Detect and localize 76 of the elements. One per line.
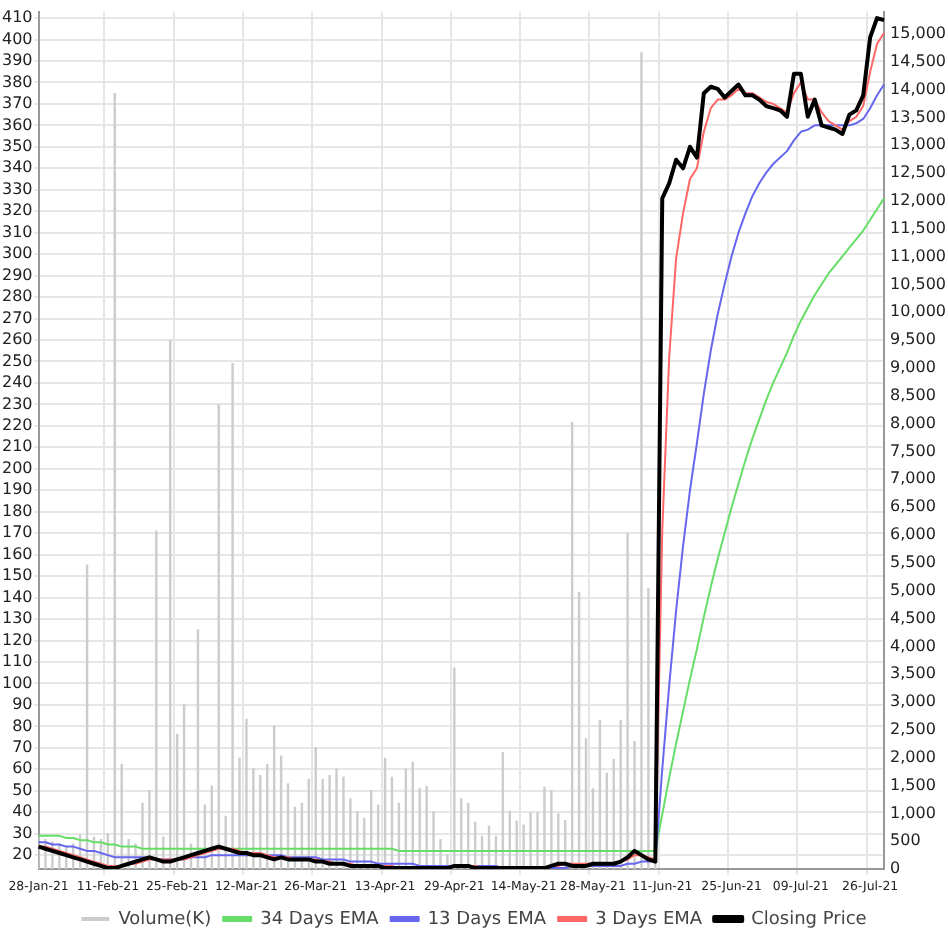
y2-tick-label: 14,500 xyxy=(890,51,947,70)
y-tick-label: 160 xyxy=(1,544,33,563)
y-tick-label: 220 xyxy=(1,416,33,435)
y-tick-label: 330 xyxy=(1,179,33,198)
y-tick-label: 350 xyxy=(1,136,33,155)
y2-tick-label: 3,500 xyxy=(890,664,936,683)
y-tick-label: 20 xyxy=(12,845,33,864)
y-tick-label: 130 xyxy=(1,609,33,628)
y2-tick-label: 3,000 xyxy=(890,692,936,711)
y-tick-label: 40 xyxy=(12,802,33,821)
y2-tick-label: 500 xyxy=(890,831,921,850)
y2-tick-label: 8,500 xyxy=(890,385,936,404)
y2-tick-label: 5,000 xyxy=(890,580,936,599)
y2-tick-label: 2,500 xyxy=(890,720,936,739)
y-tick-label: 100 xyxy=(1,673,33,692)
y2-tick-label: 11,500 xyxy=(890,218,947,237)
y-tick-label: 240 xyxy=(1,373,33,392)
y-tick-label: 380 xyxy=(1,72,33,91)
y-tick-label: 370 xyxy=(1,94,33,113)
y-tick-label: 140 xyxy=(1,587,33,606)
y-tick-label: 400 xyxy=(1,29,33,48)
y2-tick-label: 14,000 xyxy=(890,79,947,98)
legend-label: Closing Price xyxy=(751,909,868,930)
y2-tick-label: 12,000 xyxy=(890,191,947,210)
y-tick-label: 210 xyxy=(1,437,33,456)
y-tick-label: 170 xyxy=(1,523,33,542)
y2-tick-label: 12,500 xyxy=(890,163,947,182)
y-tick-label: 150 xyxy=(1,566,33,585)
y2-tick-label: 11,000 xyxy=(890,246,947,265)
y2-tick-label: 10,000 xyxy=(890,302,947,321)
y-tick-label: 300 xyxy=(1,244,33,263)
y-tick-label: 70 xyxy=(12,738,33,756)
y-tick-label: 280 xyxy=(1,287,33,306)
y2-tick-label: 13,000 xyxy=(890,135,947,154)
y-tick-label: 230 xyxy=(1,394,33,413)
y2-tick-label: 1,500 xyxy=(890,775,936,794)
y-tick-label: 360 xyxy=(1,115,33,134)
y-tick-label: 110 xyxy=(1,652,33,671)
legend-label: 13 Days EMA xyxy=(427,909,548,930)
y-tick-label: 180 xyxy=(1,501,33,520)
y-tick-label: 30 xyxy=(12,823,33,842)
y-tick-label: 390 xyxy=(1,51,33,70)
y-tick-label: 60 xyxy=(12,759,33,778)
y2-tick-label: 7,000 xyxy=(890,469,936,488)
y2-tick-label: 6,000 xyxy=(890,525,936,544)
y2-tick-label: 0 xyxy=(890,859,901,878)
legend-label: 34 Days EMA xyxy=(260,909,381,930)
y2-tick-label: 7,500 xyxy=(890,441,936,460)
y2-tick-label: 5,500 xyxy=(890,553,936,572)
y2-tick-label: 4,000 xyxy=(890,636,936,655)
y-tick-label: 50 xyxy=(12,780,33,799)
y2-tick-label: 13,500 xyxy=(890,107,947,126)
y2-tick-label: 6,500 xyxy=(890,497,936,516)
y2-tick-label: 9,000 xyxy=(890,358,936,377)
legend-label: 3 Days EMA xyxy=(595,909,704,930)
y2-tick-label: 15,000 xyxy=(890,24,947,43)
y-tick-label: 200 xyxy=(1,458,33,477)
y-tick-label: 310 xyxy=(1,222,33,241)
y-tick-label: 120 xyxy=(1,630,33,649)
y-tick-label: 80 xyxy=(12,716,33,735)
y-tick-label: 290 xyxy=(1,265,33,284)
y-tick-label: 90 xyxy=(12,695,33,714)
y2-tick-label: 4,500 xyxy=(890,608,936,627)
y-tick-label: 410 xyxy=(1,8,33,27)
y-tick-label: 270 xyxy=(1,308,33,327)
legend-label: Volume(K) xyxy=(118,909,212,930)
y2-tick-label: 8,000 xyxy=(890,413,936,432)
y-tick-label: 260 xyxy=(1,330,33,349)
y2-tick-label: 10,500 xyxy=(890,274,947,293)
y2-tick-label: 2,000 xyxy=(890,747,936,766)
y-tick-label: 190 xyxy=(1,480,33,499)
y2-tick-label: 1,000 xyxy=(890,803,936,822)
y2-tick-label: 9,500 xyxy=(890,330,936,349)
y-tick-label: 250 xyxy=(1,351,33,370)
y-tick-label: 340 xyxy=(1,158,33,177)
y-tick-label: 320 xyxy=(1,201,33,220)
